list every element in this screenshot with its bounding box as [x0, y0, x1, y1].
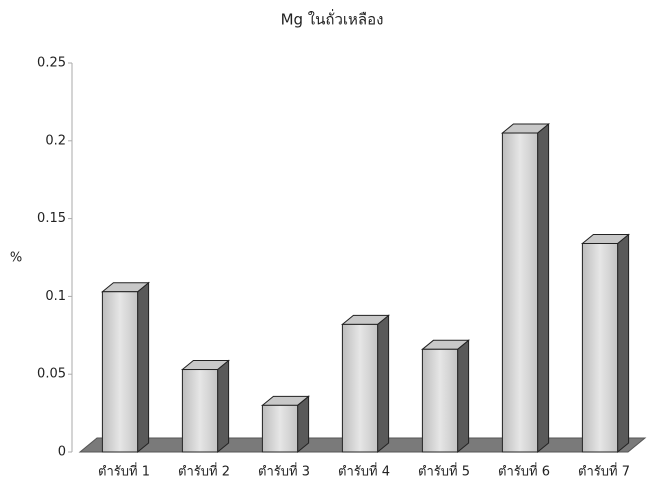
bar-side [217, 359, 230, 454]
bar [181, 369, 219, 453]
y-tick-label: 0.15 [37, 211, 66, 226]
bar [581, 242, 619, 453]
y-tick-label: 0.25 [37, 56, 66, 71]
x-tick-label: ตำรับที่ 6 [498, 463, 550, 480]
x-tick-label: ตำรับที่ 4 [338, 463, 390, 480]
x-tick-label: ตำรับที่ 1 [98, 463, 150, 480]
x-tick-label: ตำรับที่ 5 [418, 463, 470, 480]
bar-side [377, 314, 390, 454]
y-tick-label: 0.2 [45, 133, 66, 148]
bar [101, 291, 139, 453]
bar-side [457, 339, 470, 454]
y-axis-label: % [10, 251, 22, 266]
bar [261, 404, 299, 453]
bar-side [297, 395, 310, 454]
bar [501, 132, 539, 453]
y-tick-label: 0.05 [37, 367, 66, 382]
x-tick-label: ตำรับที่ 3 [258, 463, 310, 480]
x-tick-label: ตำรับที่ 2 [178, 463, 230, 480]
x-tick-label: ตำรับที่ 7 [578, 463, 630, 480]
bar [421, 348, 459, 453]
bar-side [537, 122, 550, 454]
bar [341, 323, 379, 453]
y-tick-label: 0 [58, 445, 66, 460]
bar-side [137, 281, 150, 454]
chart-title: Mg ในถั่วเหลือง [281, 9, 384, 29]
bar-side [617, 233, 630, 454]
y-tick-label: 0.1 [45, 289, 66, 304]
